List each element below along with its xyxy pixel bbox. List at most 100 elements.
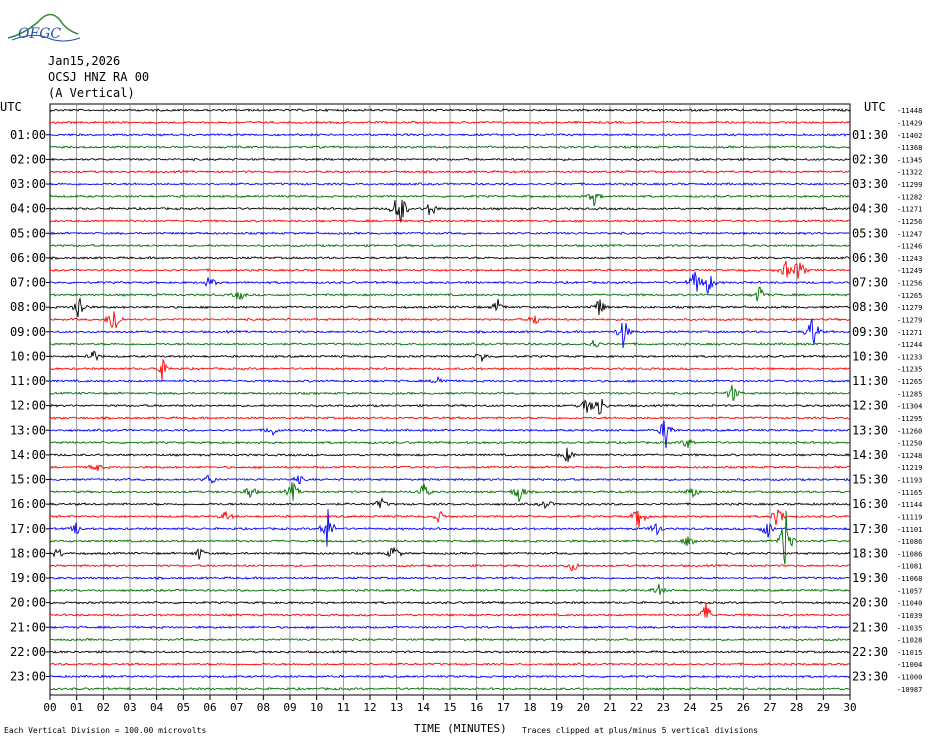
seismic-trace xyxy=(49,398,851,415)
seismic-trace xyxy=(49,474,851,484)
left-hour-label: 17:00 xyxy=(10,522,46,536)
seismic-trace xyxy=(49,375,851,384)
trace-offset-label: -11265 xyxy=(897,292,922,300)
seismic-trace xyxy=(49,576,851,581)
x-tick-label: 03 xyxy=(123,701,136,714)
trace-offset-label: -11345 xyxy=(897,156,922,164)
x-tick-label: 10 xyxy=(310,701,323,714)
x-tick-label: 13 xyxy=(390,701,403,714)
x-tick-label: 00 xyxy=(43,701,56,714)
seismic-trace xyxy=(49,311,851,329)
left-hour-label: 19:00 xyxy=(10,571,46,585)
seismic-trace xyxy=(49,286,851,302)
ofgc-logo xyxy=(4,4,84,48)
x-tick-label: 29 xyxy=(817,701,830,714)
trace-offset-label: -11279 xyxy=(897,304,922,312)
x-tick-label: 09 xyxy=(283,701,296,714)
seismic-trace xyxy=(49,157,851,162)
seismic-trace xyxy=(49,686,850,691)
x-tick-label: 02 xyxy=(97,701,110,714)
right-hour-label: 05:30 xyxy=(852,226,888,240)
trace-offset-label: -11271 xyxy=(897,206,922,214)
left-hour-label: 10:00 xyxy=(10,349,46,363)
trace-offset-label: -11035 xyxy=(897,624,922,632)
trace-offset-label: -11235 xyxy=(897,366,922,374)
x-tick-label: 08 xyxy=(257,701,270,714)
right-hour-label: 16:30 xyxy=(852,497,888,511)
left-hour-label: 20:00 xyxy=(10,596,46,610)
x-tick-label: 17 xyxy=(497,701,510,714)
left-hour-label: 04:00 xyxy=(10,202,46,216)
right-hour-label: 23:30 xyxy=(852,670,888,684)
left-hour-label: 18:00 xyxy=(10,546,46,560)
utc-right-label: UTC xyxy=(864,100,886,114)
logo-text: OFGC xyxy=(18,26,62,42)
right-hour-label: 22:30 xyxy=(852,645,888,659)
trace-offset-label: -11193 xyxy=(897,477,922,485)
left-hour-label: 13:00 xyxy=(10,423,46,437)
seismic-trace xyxy=(49,132,851,137)
left-hour-label: 01:00 xyxy=(10,128,46,142)
trace-offset-label: -11322 xyxy=(897,169,922,177)
trace-offset-label: -11068 xyxy=(897,575,922,583)
right-hour-label: 11:30 xyxy=(852,374,888,388)
trace-offset-label: -11086 xyxy=(897,550,922,558)
right-hour-label: 03:30 xyxy=(852,177,888,191)
x-tick-label: 16 xyxy=(470,701,483,714)
trace-offset-label: -11260 xyxy=(897,427,922,435)
trace-offset-label: -11265 xyxy=(897,378,922,386)
seismic-trace xyxy=(49,674,851,679)
trace-offset-label: -11144 xyxy=(897,501,922,509)
trace-offset-label: -11246 xyxy=(897,243,922,251)
x-tick-label: 19 xyxy=(550,701,563,714)
seismic-trace xyxy=(49,384,851,401)
trace-offset-label: -11299 xyxy=(897,181,922,189)
trace-offset-label: -11256 xyxy=(897,280,922,288)
right-hour-label: 17:30 xyxy=(852,522,888,536)
seismic-trace xyxy=(49,108,851,113)
x-tick-label: 11 xyxy=(337,701,350,714)
seismic-trace xyxy=(49,181,851,186)
trace-offset-label: -10987 xyxy=(897,686,922,694)
x-tick-label: 24 xyxy=(683,701,697,714)
right-hour-label: 20:30 xyxy=(852,596,888,610)
seismic-trace xyxy=(49,218,851,223)
x-tick-label: 01 xyxy=(70,701,83,714)
seismic-trace xyxy=(49,318,851,349)
x-tick-label: 28 xyxy=(790,701,803,714)
date-label: Jan15,2026 xyxy=(48,54,121,68)
scale-note: Each Vertical Division = 100.00 microvol… xyxy=(4,726,207,735)
seismic-trace xyxy=(49,416,851,421)
trace-offset-label: -11285 xyxy=(897,390,922,398)
x-tick-label: 15 xyxy=(443,701,456,714)
seismic-trace xyxy=(49,509,851,528)
right-hour-label: 02:30 xyxy=(852,152,888,166)
utc-left-label: UTC xyxy=(0,100,22,114)
trace-offset-label: -11244 xyxy=(897,341,922,349)
seismic-trace xyxy=(49,260,851,279)
seismic-trace xyxy=(49,350,851,362)
seismic-trace xyxy=(49,625,851,630)
seismic-trace xyxy=(49,583,851,596)
x-tick-label: 21 xyxy=(603,701,616,714)
seismic-trace xyxy=(49,297,851,318)
right-hour-label: 18:30 xyxy=(852,546,888,560)
left-hour-label: 12:00 xyxy=(10,399,46,413)
x-axis-title: TIME (MINUTES) xyxy=(414,722,507,735)
trace-offset-label: -11247 xyxy=(897,230,922,238)
trace-offset-label: -11101 xyxy=(897,526,922,534)
trace-offset-label: -11000 xyxy=(897,674,922,682)
x-tick-label: 04 xyxy=(150,701,164,714)
trace-offset-label: -11057 xyxy=(897,587,922,595)
seismic-trace xyxy=(49,169,850,174)
left-hour-label: 05:00 xyxy=(10,226,46,240)
right-hour-label: 09:30 xyxy=(852,325,888,339)
seismic-trace xyxy=(49,464,851,471)
x-tick-label: 26 xyxy=(737,701,750,714)
seismic-trace xyxy=(49,120,851,125)
right-hour-label: 04:30 xyxy=(852,202,888,216)
trace-offset-label: -11028 xyxy=(897,637,922,645)
trace-offset-label: -11248 xyxy=(897,452,922,460)
